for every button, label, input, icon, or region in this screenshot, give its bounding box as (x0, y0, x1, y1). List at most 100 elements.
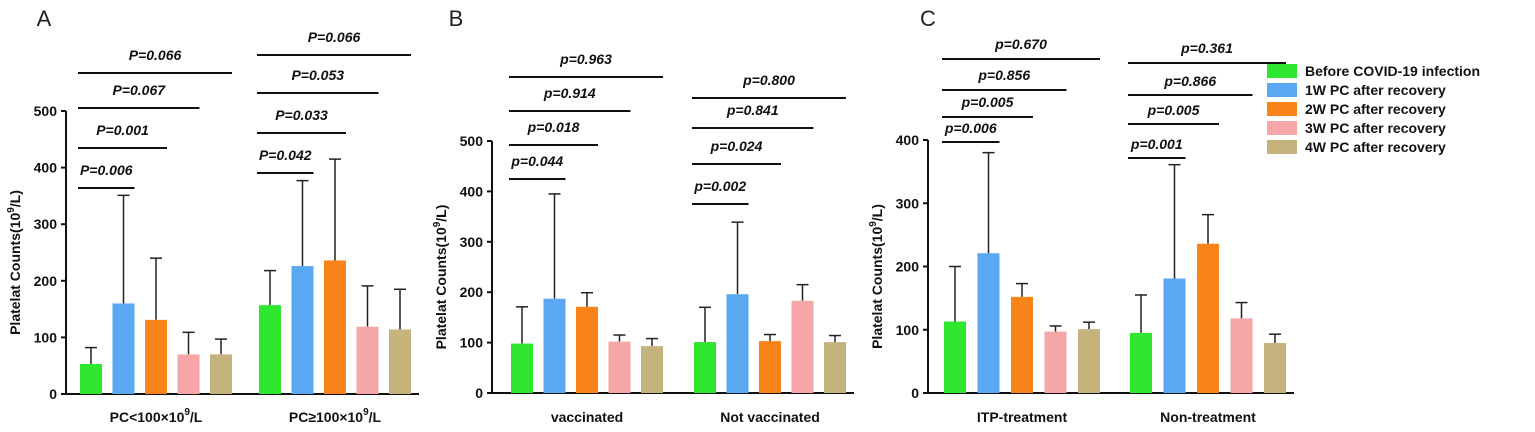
p-value-label: p=0.841 (726, 102, 779, 118)
panel-C: C 0 100 200 300 400 Platelat Counts(109/L) ITP-… (868, 6, 1294, 425)
bar-1w-pc-after-recovery (543, 298, 566, 393)
p-value-label: p=0.866 (1163, 73, 1216, 89)
p-value-label: p=0.044 (510, 153, 563, 169)
p-value-label: P=0.066 (129, 47, 182, 63)
y-axis-label-tail: /L) (7, 190, 23, 207)
y-tick-label: 0 (475, 385, 483, 401)
panel-letter: C (920, 6, 936, 31)
p-value-label: p=0.001 (1130, 136, 1183, 152)
p-value-label: P=0.001 (96, 122, 149, 138)
y-tick-label: 500 (34, 103, 58, 119)
bar-4w-pc-after-recovery (824, 342, 846, 393)
legend-label: 3W PC after recovery (1305, 120, 1446, 136)
legend-swatch (1267, 121, 1297, 135)
bar-2w-pc-after-recovery (576, 306, 598, 393)
bar-1w-pc-after-recovery (1163, 278, 1186, 393)
y-tick-label: 400 (34, 160, 58, 176)
bar-before-covid-19-infection (1130, 332, 1152, 393)
bar-2w-pc-after-recovery (759, 341, 781, 393)
bar-before-covid-19-infection (944, 321, 966, 393)
y-tick-label: 400 (460, 183, 484, 199)
y-tick-label: 400 (896, 132, 920, 148)
bar-4w-pc-after-recovery (389, 329, 411, 394)
bar-2w-pc-after-recovery (324, 260, 346, 394)
p-value-label: p=0.914 (543, 85, 596, 101)
p-value-label: P=0.053 (291, 67, 344, 83)
y-axis-label-base: Platelat Counts(10 (869, 227, 885, 349)
bar-3w-pc-after-recovery (791, 300, 814, 393)
category-label-base: ITP-treatment (977, 409, 1068, 425)
legend-label: 1W PC after recovery (1305, 82, 1446, 98)
category-label: vaccinated (551, 409, 623, 425)
bar-1w-pc-after-recovery (112, 303, 135, 394)
category-label-sup: 9 (363, 407, 369, 418)
category-label-base: Non-treatment (1160, 409, 1256, 425)
category-label-base: vaccinated (551, 409, 623, 425)
p-value-label: P=0.033 (275, 107, 328, 123)
category-label: Non-treatment (1160, 409, 1256, 425)
bar-2w-pc-after-recovery (1197, 243, 1219, 393)
p-value-label: p=0.002 (693, 178, 746, 194)
y-tick-label: 300 (896, 195, 920, 211)
bar-4w-pc-after-recovery (1078, 329, 1100, 393)
y-axis-label-tail: /L) (869, 204, 885, 221)
bar-before-covid-19-infection (511, 343, 533, 393)
p-value-label: p=0.005 (961, 94, 1014, 110)
bar-1w-pc-after-recovery (291, 266, 314, 394)
category-label-base: PC<100×10 (110, 409, 185, 425)
legend-swatch (1267, 140, 1297, 154)
panel-B: B 0 100 200 300 400 500 Platelat Counts(109/L) v… (432, 6, 854, 425)
y-tick-label: 100 (896, 322, 920, 338)
bar-1w-pc-after-recovery (726, 294, 749, 393)
bar-4w-pc-after-recovery (210, 354, 232, 394)
y-axis-label: Platelat Counts(109/L) (432, 205, 449, 350)
p-value-label: p=0.006 (944, 120, 997, 136)
y-tick-label: 0 (911, 385, 919, 401)
y-axis-label-sup: 9 (868, 221, 879, 227)
legend-label: 2W PC after recovery (1305, 101, 1446, 117)
y-axis-label-sup: 9 (6, 207, 17, 213)
y-tick-label: 500 (460, 133, 484, 149)
category-label-sup: 9 (184, 407, 190, 418)
y-axis-label: Platelat Counts(109/L) (868, 204, 885, 349)
bar-before-covid-19-infection (259, 305, 281, 394)
y-axis-label-base: Platelat Counts(10 (433, 227, 449, 349)
y-axis-label-base: Platelat Counts(10 (7, 213, 23, 335)
p-value-label: P=0.042 (259, 147, 312, 163)
bar-3w-pc-after-recovery (1230, 318, 1253, 393)
y-tick-label: 100 (34, 329, 58, 345)
category-label-base: PC≥100×10 (289, 409, 363, 425)
category-label-tail: /L (190, 409, 203, 425)
category-label: ITP-treatment (977, 409, 1068, 425)
bar-1w-pc-after-recovery (977, 253, 1000, 393)
panel-letter: A (37, 6, 52, 31)
y-tick-label: 200 (896, 259, 920, 275)
y-tick-label: 300 (460, 234, 484, 250)
p-value-label: P=0.067 (112, 82, 166, 98)
p-value-label: p=0.963 (559, 51, 612, 67)
legend-swatch (1267, 102, 1297, 116)
legend-swatch (1267, 64, 1297, 78)
bar-3w-pc-after-recovery (356, 326, 379, 394)
category-label: PC<100×109/L (110, 407, 203, 425)
p-value-label: P=0.006 (80, 162, 133, 178)
legend-label: 4W PC after recovery (1305, 139, 1446, 155)
panel-letter: B (449, 6, 464, 31)
bar-3w-pc-after-recovery (1044, 331, 1067, 393)
legend-label: Before COVID-19 infection (1305, 63, 1480, 79)
category-label: Not vaccinated (720, 409, 820, 425)
legend-swatch (1267, 83, 1297, 97)
p-value-label: p=0.670 (994, 36, 1047, 52)
legend: Before COVID-19 infection 1W PC after rec… (1267, 63, 1480, 155)
bar-before-covid-19-infection (694, 342, 716, 393)
y-tick-label: 300 (34, 216, 58, 232)
category-label-base: Not vaccinated (720, 409, 820, 425)
y-axis-label: Platelat Counts(109/L) (6, 190, 23, 335)
bar-3w-pc-after-recovery (177, 354, 200, 394)
y-tick-label: 200 (460, 284, 484, 300)
bar-2w-pc-after-recovery (145, 319, 167, 394)
p-value-label: p=0.856 (977, 67, 1030, 83)
p-value-label: p=0.361 (1180, 40, 1233, 56)
